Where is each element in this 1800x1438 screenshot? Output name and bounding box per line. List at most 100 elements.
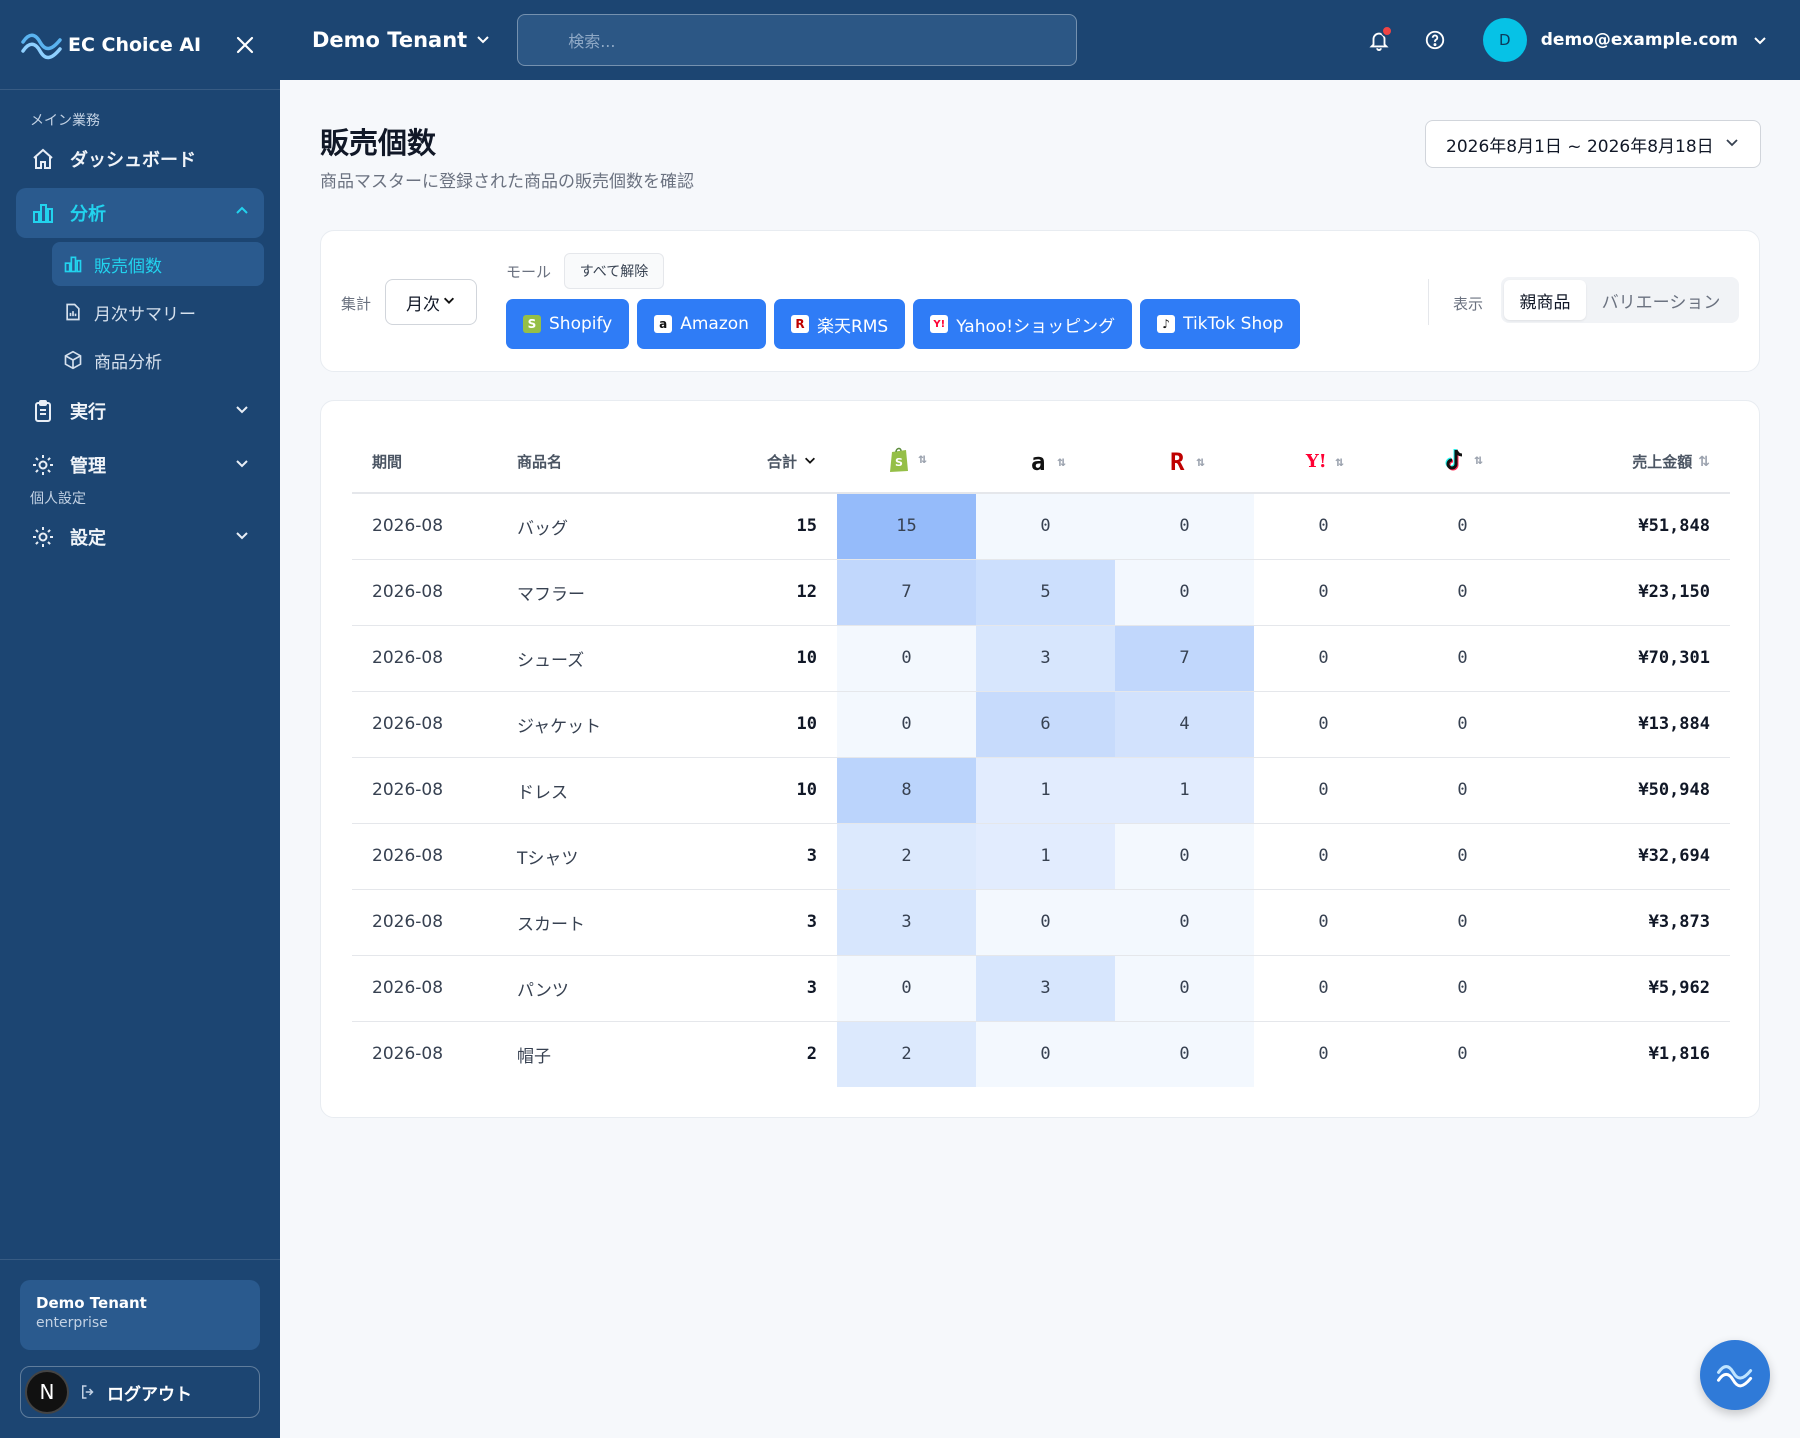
cell-period: 2026-08	[352, 625, 517, 692]
cell-tiktok: 0	[1393, 559, 1532, 626]
cell-amount: ¥50,948	[1532, 757, 1730, 824]
logout-icon	[79, 1382, 99, 1402]
chevron-down-icon	[803, 453, 817, 471]
cell-amount: ¥3,873	[1532, 889, 1730, 956]
mall-toggle-amazon[interactable]: a Amazon	[637, 299, 766, 349]
tenant-card[interactable]: Demo Tenant enterprise	[20, 1280, 260, 1350]
cell-shopify: 8	[837, 757, 976, 824]
cell-total: 3	[717, 955, 837, 1022]
col-period: 期間	[352, 431, 517, 494]
mall-toggle-rakuten[interactable]: R 楽天RMS	[773, 299, 906, 349]
sidebar-item-analysis[interactable]: 分析	[16, 188, 264, 238]
cell-amazon: 0	[976, 889, 1115, 956]
mall-toggle-tiktok[interactable]: ♪ TikTok Shop	[1140, 299, 1301, 349]
amazon-icon: a	[1031, 447, 1046, 476]
logout-button[interactable]: N ログアウト	[20, 1366, 260, 1418]
table-row: 2026-08 ジャケット 10 0 6 4 0 0 ¥13,884	[352, 691, 1730, 758]
cell-shopify: 15	[837, 493, 976, 560]
sort-icon: ⇅	[1335, 453, 1344, 470]
cell-rakuten: 0	[1115, 493, 1254, 560]
col-shopify[interactable]: S ⇅	[837, 431, 976, 494]
cell-amount: ¥70,301	[1532, 625, 1730, 692]
date-range-picker[interactable]: 2026年8月1日 ~ 2026年8月18日	[1425, 120, 1761, 168]
cell-shopify: 2	[837, 823, 976, 890]
col-rakuten[interactable]: R ⇅	[1115, 431, 1254, 494]
chevron-down-icon	[442, 292, 456, 312]
col-amazon[interactable]: a ⇅	[976, 431, 1115, 494]
mall-toggle-shopify[interactable]: S Shopify	[506, 299, 630, 349]
sidebar-item-label: 管理	[70, 456, 106, 477]
mall-toggle-yahoo[interactable]: Y! Yahoo!ショッピング	[913, 299, 1133, 349]
col-total[interactable]: 合計	[717, 431, 837, 494]
user-email[interactable]: demo@example.com	[1540, 30, 1738, 50]
col-yahoo[interactable]: Y! ⇅	[1254, 431, 1393, 494]
tenant-name: Demo Tenant	[36, 1294, 147, 1312]
table-row: 2026-08 Tシャツ 3 2 1 0 0 0 ¥32,694	[352, 823, 1730, 890]
search-input[interactable]: 検索...	[517, 14, 1078, 66]
mall-toggle-label: Shopify	[549, 314, 613, 334]
tenant-switcher[interactable]: Demo Tenant	[312, 28, 491, 52]
mall-label: モール	[506, 263, 552, 281]
close-icon[interactable]	[230, 30, 260, 60]
sidebar-item-label: 実行	[70, 402, 106, 423]
sidebar-item-execute[interactable]: 実行	[16, 386, 264, 436]
user-avatar[interactable]: D	[1482, 18, 1527, 62]
clipboard-icon	[30, 398, 56, 424]
sidebar-subitem-monthly-summary[interactable]: 月次サマリー	[52, 290, 264, 334]
view-variation-button[interactable]: バリエーション	[1601, 292, 1721, 313]
sidebar-subitem-label: 販売個数	[94, 256, 162, 277]
chevron-down-icon	[475, 28, 491, 52]
cell-total: 10	[717, 625, 837, 692]
help-icon[interactable]	[1419, 24, 1451, 56]
cell-amount: ¥1,816	[1648, 1044, 1710, 1065]
sidebar-subitem-sales-count[interactable]: 販売個数	[52, 242, 264, 286]
page-title: 販売個数	[320, 126, 437, 160]
section-label-main: メイン業務	[30, 113, 100, 129]
cell-rakuten: 0	[1115, 1021, 1254, 1087]
sidebar-subitem-label: 月次サマリー	[94, 304, 196, 325]
col-amount[interactable]: 売上金額 ⇅	[1532, 431, 1730, 494]
document-chart-icon	[62, 301, 84, 323]
bell-icon[interactable]	[1363, 24, 1395, 56]
tenant-plan: enterprise	[36, 1315, 108, 1331]
yahoo-icon: Y!	[930, 315, 949, 333]
cell-yahoo: 0	[1254, 559, 1393, 626]
table-header-row: 期間 商品名 合計 S ⇅	[352, 431, 1730, 494]
chevron-down-icon[interactable]	[1752, 32, 1768, 48]
cell-amount: ¥51,848	[1532, 493, 1730, 560]
cell-total: 15	[717, 493, 837, 560]
cell-shopify: 0	[837, 625, 976, 692]
page-subtitle: 商品マスターに登録された商品の販売個数を確認	[320, 172, 694, 192]
tiktok-icon	[1442, 447, 1468, 473]
sidebar-item-manage[interactable]: 管理	[16, 440, 264, 490]
sidebar-subitem-product-analysis[interactable]: 商品分析	[52, 338, 264, 382]
home-icon	[30, 146, 56, 172]
cell-period: 2026-08	[352, 559, 517, 626]
aggregation-select[interactable]: 月次	[385, 279, 477, 325]
cell-yahoo: 0	[1254, 955, 1393, 1022]
mall-toggle-label: Amazon	[680, 314, 749, 334]
cell-name: Tシャツ	[517, 823, 717, 890]
cell-yahoo: 0	[1254, 625, 1393, 692]
sidebar-subitem-label: 商品分析	[94, 352, 162, 373]
clear-all-button[interactable]: すべて解除	[564, 253, 664, 289]
assistant-button[interactable]	[1700, 1340, 1770, 1410]
view-label: 表示	[1453, 295, 1484, 313]
cell-amazon: 1	[976, 823, 1115, 890]
col-amount-label: 売上金額	[1632, 453, 1693, 471]
sidebar-item-settings[interactable]: 設定	[16, 512, 264, 562]
cell-period: 2026-08	[352, 757, 517, 824]
aggregation-label: 集計	[341, 295, 372, 313]
col-tiktok[interactable]: ⇅	[1393, 431, 1532, 494]
view-parent-button[interactable]: 親商品	[1504, 280, 1586, 320]
cell-amazon: 6	[976, 691, 1115, 758]
cell-amazon: 1	[976, 757, 1115, 824]
cell-name: ジャケット	[517, 691, 717, 758]
sidebar-item-dashboard[interactable]: ダッシュボード	[16, 134, 264, 184]
cell-amazon: 0	[976, 493, 1115, 560]
cell-total: 2	[806, 1044, 817, 1065]
sidebar-item-label: 分析	[70, 204, 106, 225]
chevron-down-icon	[234, 527, 250, 548]
cell-tiktok: 0	[1393, 493, 1532, 560]
cell-shopify: 0	[837, 691, 976, 758]
